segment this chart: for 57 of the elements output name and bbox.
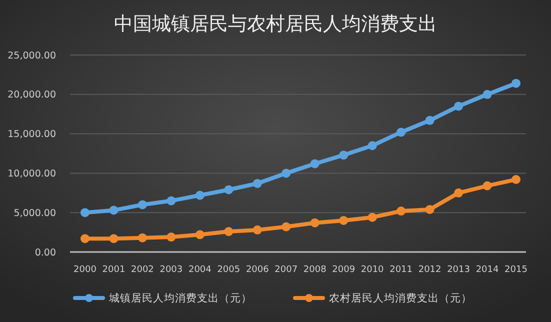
point (80, 234, 90, 244)
point (166, 196, 176, 206)
x-tick-label: 2006 (246, 265, 270, 275)
point (252, 225, 262, 234)
point (512, 175, 520, 184)
point (138, 233, 147, 242)
point (425, 204, 434, 214)
point (396, 206, 406, 216)
point (482, 90, 492, 99)
point (482, 181, 492, 190)
x-tick-label: 2015 (504, 265, 528, 275)
legend-label: 城镇居民人均消费支出（元） (108, 292, 252, 305)
y-tick-label: 0.00 (34, 247, 56, 258)
x-tick-label: 2007 (274, 265, 298, 275)
point (109, 234, 118, 244)
point (512, 78, 520, 88)
point (195, 230, 204, 240)
point (339, 150, 348, 160)
point (454, 102, 464, 111)
point (425, 116, 434, 125)
point (282, 222, 291, 232)
point (310, 218, 320, 228)
point (396, 128, 406, 137)
point (368, 141, 377, 150)
point (138, 200, 147, 210)
y-tick-label: 5,000.00 (14, 208, 56, 219)
y-tick-label: 10,000.00 (8, 168, 56, 180)
legend-label: 农村居民人均消费支出（元） (329, 292, 472, 305)
point (224, 185, 234, 194)
point (80, 208, 90, 218)
x-tick-label: 2008 (303, 265, 327, 275)
x-tick-label: 2010 (360, 265, 384, 275)
x-tick-label: 2004 (188, 265, 212, 275)
x-tick-label: 2002 (131, 265, 154, 275)
y-tick-label: 25,000.00 (8, 50, 56, 62)
point (195, 190, 204, 200)
x-tick-label: 2003 (160, 265, 183, 275)
chart-title: 中国城镇居民与农村居民人均消费支出 (114, 13, 437, 35)
point (282, 168, 291, 178)
y-tick-label: 20,000.00 (8, 90, 56, 101)
y-tick-label: 15,000.00 (8, 129, 56, 140)
x-tick-label: 2001 (102, 265, 126, 275)
point (310, 159, 320, 168)
point (339, 216, 348, 225)
x-tick-label: 2012 (418, 265, 442, 275)
x-tick-label: 2013 (447, 265, 470, 275)
point (454, 188, 464, 198)
point (368, 212, 377, 222)
point (224, 227, 234, 236)
x-tick-label: 2000 (74, 265, 97, 275)
x-tick-label: 2011 (390, 265, 413, 275)
point (109, 206, 118, 215)
x-tick-label: 2009 (332, 265, 356, 275)
point (166, 232, 176, 242)
x-tick-label: 2014 (476, 265, 499, 275)
x-tick-label: 2005 (217, 265, 240, 275)
point (252, 178, 262, 188)
